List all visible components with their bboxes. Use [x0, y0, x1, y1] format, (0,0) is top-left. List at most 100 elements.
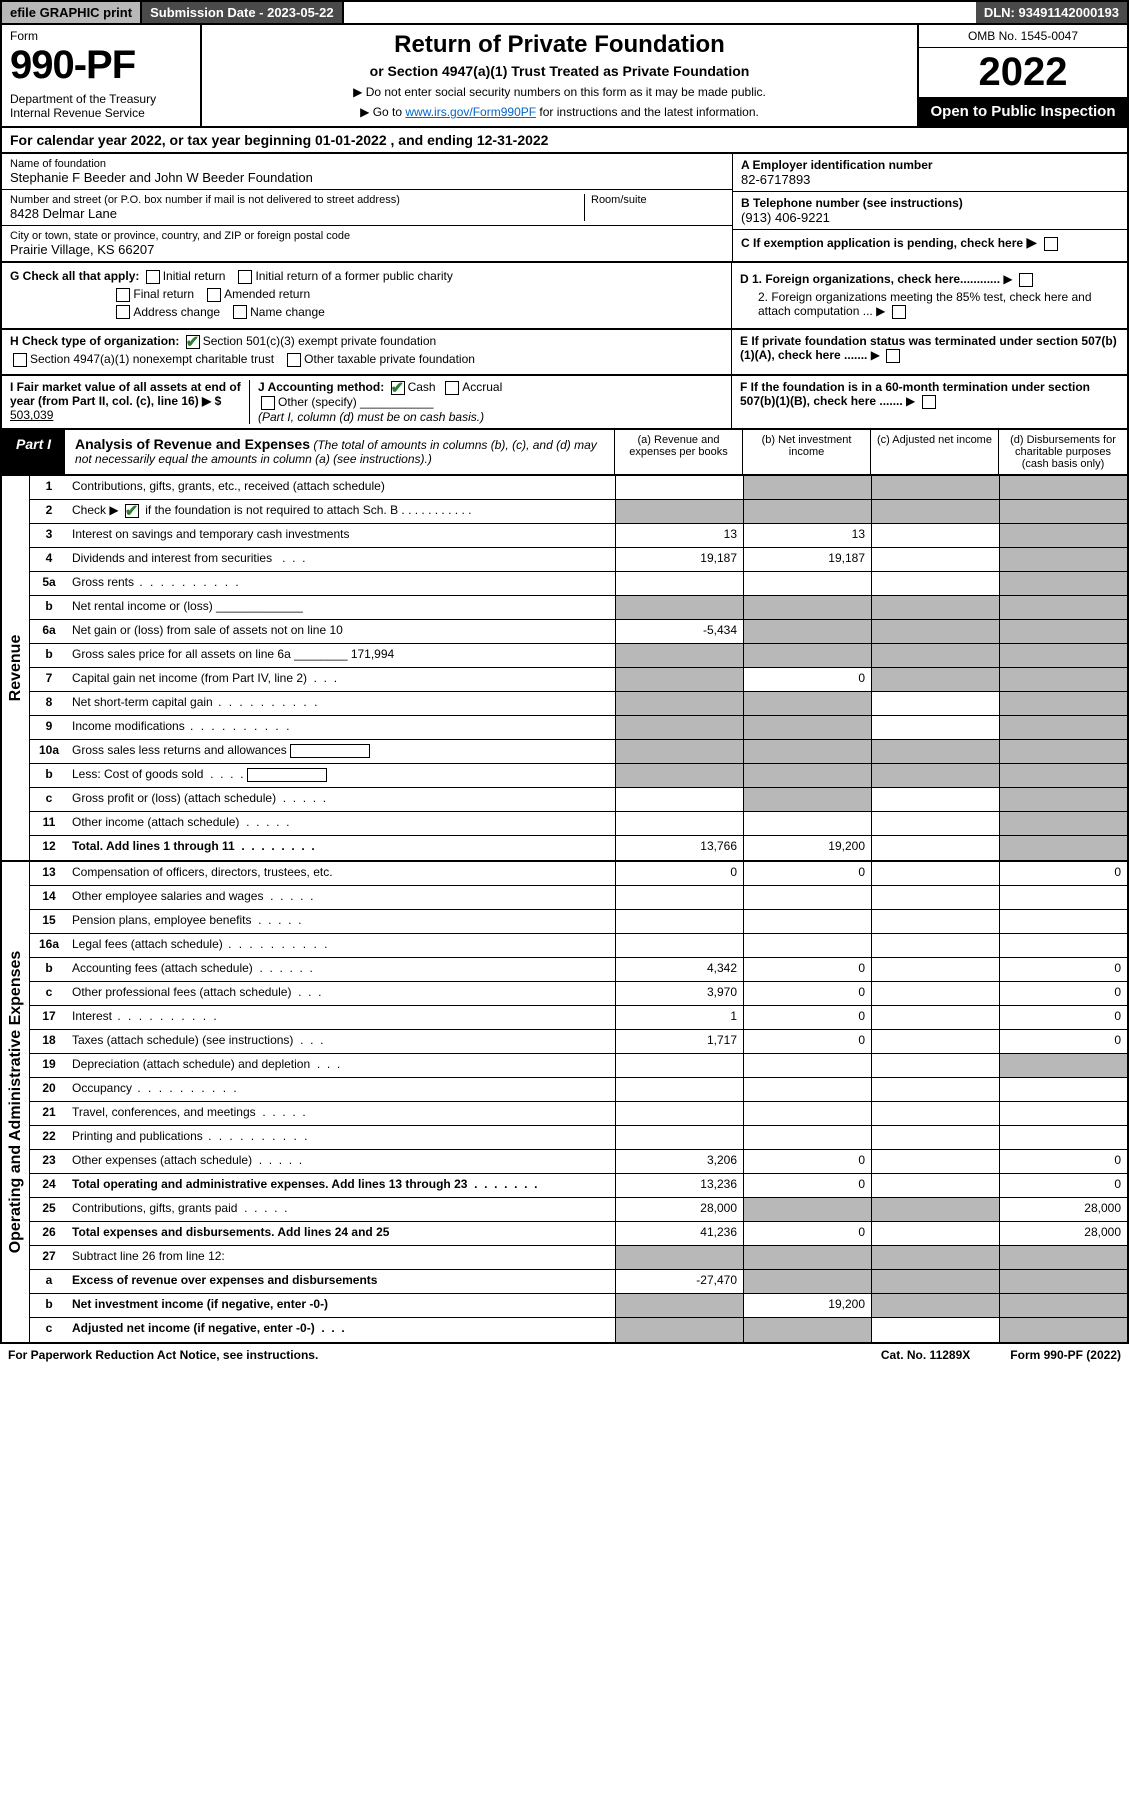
- j-cash-checkbox[interactable]: [391, 381, 405, 395]
- cell-d: 0: [999, 958, 1127, 981]
- line-desc: Adjusted net income (if negative, enter …: [68, 1318, 615, 1342]
- line-desc: Subtract line 26 from line 12:: [68, 1246, 615, 1269]
- cell-d: 0: [999, 1174, 1127, 1197]
- cell-a: [615, 1054, 743, 1077]
- cell-c: [871, 836, 999, 860]
- cell-c: [871, 982, 999, 1005]
- table-row: 13Compensation of officers, directors, t…: [30, 862, 1127, 886]
- cell-b: 19,200: [743, 836, 871, 860]
- h-section: H Check type of organization: Section 50…: [2, 330, 732, 374]
- revenue-side-label: Revenue: [2, 476, 30, 860]
- d1-checkbox[interactable]: [1019, 273, 1033, 287]
- table-row: 21Travel, conferences, and meetings . . …: [30, 1102, 1127, 1126]
- line-num: 24: [30, 1174, 68, 1197]
- table-row: 26Total expenses and disbursements. Add …: [30, 1222, 1127, 1246]
- dept-treasury: Department of the TreasuryInternal Reven…: [10, 92, 192, 120]
- cell-b: 0: [743, 1030, 871, 1053]
- cell-b: [743, 886, 871, 909]
- cell-a: 41,236: [615, 1222, 743, 1245]
- g-amended-checkbox[interactable]: [207, 288, 221, 302]
- h-4947-checkbox[interactable]: [13, 353, 27, 367]
- cell-b: 0: [743, 862, 871, 885]
- line-num: b: [30, 1294, 68, 1317]
- e-checkbox[interactable]: [886, 349, 900, 363]
- cell-a: [615, 596, 743, 619]
- g-initial-former-checkbox[interactable]: [238, 270, 252, 284]
- j-note: (Part I, column (d) must be on cash basi…: [258, 410, 723, 424]
- g-o5: Address change: [133, 305, 220, 319]
- h-other-checkbox[interactable]: [287, 353, 301, 367]
- g-name-checkbox[interactable]: [233, 305, 247, 319]
- cell-d: [999, 692, 1127, 715]
- footer-catalog: Cat. No. 11289X: [881, 1348, 970, 1362]
- instructions-link[interactable]: www.irs.gov/Form990PF: [405, 105, 536, 119]
- line-num: 25: [30, 1198, 68, 1221]
- table-row: 16aLegal fees (attach schedule): [30, 934, 1127, 958]
- g-address-checkbox[interactable]: [116, 305, 130, 319]
- j-cash: Cash: [408, 380, 436, 394]
- cell-d: [999, 1246, 1127, 1269]
- g-final-checkbox[interactable]: [116, 288, 130, 302]
- g-initial-checkbox[interactable]: [146, 270, 160, 284]
- table-row: 2Check ▶ if the foundation is not requir…: [30, 500, 1127, 524]
- h-501c3-checkbox[interactable]: [186, 335, 200, 349]
- line-desc: Gross rents: [68, 572, 615, 595]
- cell-b: [743, 692, 871, 715]
- cell-d: [999, 500, 1127, 523]
- line-num: b: [30, 596, 68, 619]
- header-left: Form 990-PF Department of the TreasuryIn…: [2, 25, 202, 126]
- table-row: cOther professional fees (attach schedul…: [30, 982, 1127, 1006]
- c-checkbox[interactable]: [1044, 237, 1058, 251]
- line-num: 3: [30, 524, 68, 547]
- j-other-checkbox[interactable]: [261, 396, 275, 410]
- cell-a: [615, 1126, 743, 1149]
- table-row: 1Contributions, gifts, grants, etc., rec…: [30, 476, 1127, 500]
- calendar-year-line: For calendar year 2022, or tax year begi…: [0, 128, 1129, 154]
- line-num: 27: [30, 1246, 68, 1269]
- cell-b: [743, 716, 871, 739]
- cell-a: 3,970: [615, 982, 743, 1005]
- addr-label: Number and street (or P.O. box number if…: [10, 194, 584, 206]
- table-row: 24Total operating and administrative exp…: [30, 1174, 1127, 1198]
- cell-c: [871, 958, 999, 981]
- header-middle: Return of Private Foundation or Section …: [202, 25, 917, 126]
- f-checkbox[interactable]: [922, 395, 936, 409]
- line-num: 26: [30, 1222, 68, 1245]
- j-accrual-checkbox[interactable]: [445, 381, 459, 395]
- line-desc: Interest: [68, 1006, 615, 1029]
- j-other: Other (specify): [278, 395, 357, 409]
- line-num: b: [30, 958, 68, 981]
- cell-a: [615, 644, 743, 667]
- line-num: 4: [30, 548, 68, 571]
- line-desc: Other professional fees (attach schedule…: [68, 982, 615, 1005]
- sch-b-checkbox[interactable]: [125, 504, 139, 518]
- cell-c: [871, 934, 999, 957]
- ein-cell: A Employer identification number 82-6717…: [733, 154, 1127, 192]
- line-num: c: [30, 788, 68, 811]
- line-desc: Net gain or (loss) from sale of assets n…: [68, 620, 615, 643]
- table-row: 7Capital gain net income (from Part IV, …: [30, 668, 1127, 692]
- cell-c: [871, 862, 999, 885]
- cell-d: [999, 1078, 1127, 1101]
- cell-d: [999, 934, 1127, 957]
- cell-d: [999, 620, 1127, 643]
- h-e-section: H Check type of organization: Section 50…: [0, 330, 1129, 376]
- cell-c: [871, 764, 999, 787]
- j-label: J Accounting method:: [258, 380, 384, 394]
- cell-c: [871, 644, 999, 667]
- cell-c: [871, 1006, 999, 1029]
- cell-b: 0: [743, 1222, 871, 1245]
- line-desc: Total operating and administrative expen…: [68, 1174, 615, 1197]
- cell-b: [743, 596, 871, 619]
- h-label: H Check type of organization:: [10, 334, 179, 348]
- cell-b: [743, 910, 871, 933]
- table-row: 8Net short-term capital gain: [30, 692, 1127, 716]
- cell-d: 28,000: [999, 1222, 1127, 1245]
- cell-b: [743, 1198, 871, 1221]
- arrow-icon: ▶: [1026, 234, 1041, 250]
- d2-checkbox[interactable]: [892, 305, 906, 319]
- cell-a: [615, 812, 743, 835]
- form-number: 990-PF: [10, 43, 192, 88]
- table-row: 3Interest on savings and temporary cash …: [30, 524, 1127, 548]
- g-o1: Initial return: [163, 269, 226, 283]
